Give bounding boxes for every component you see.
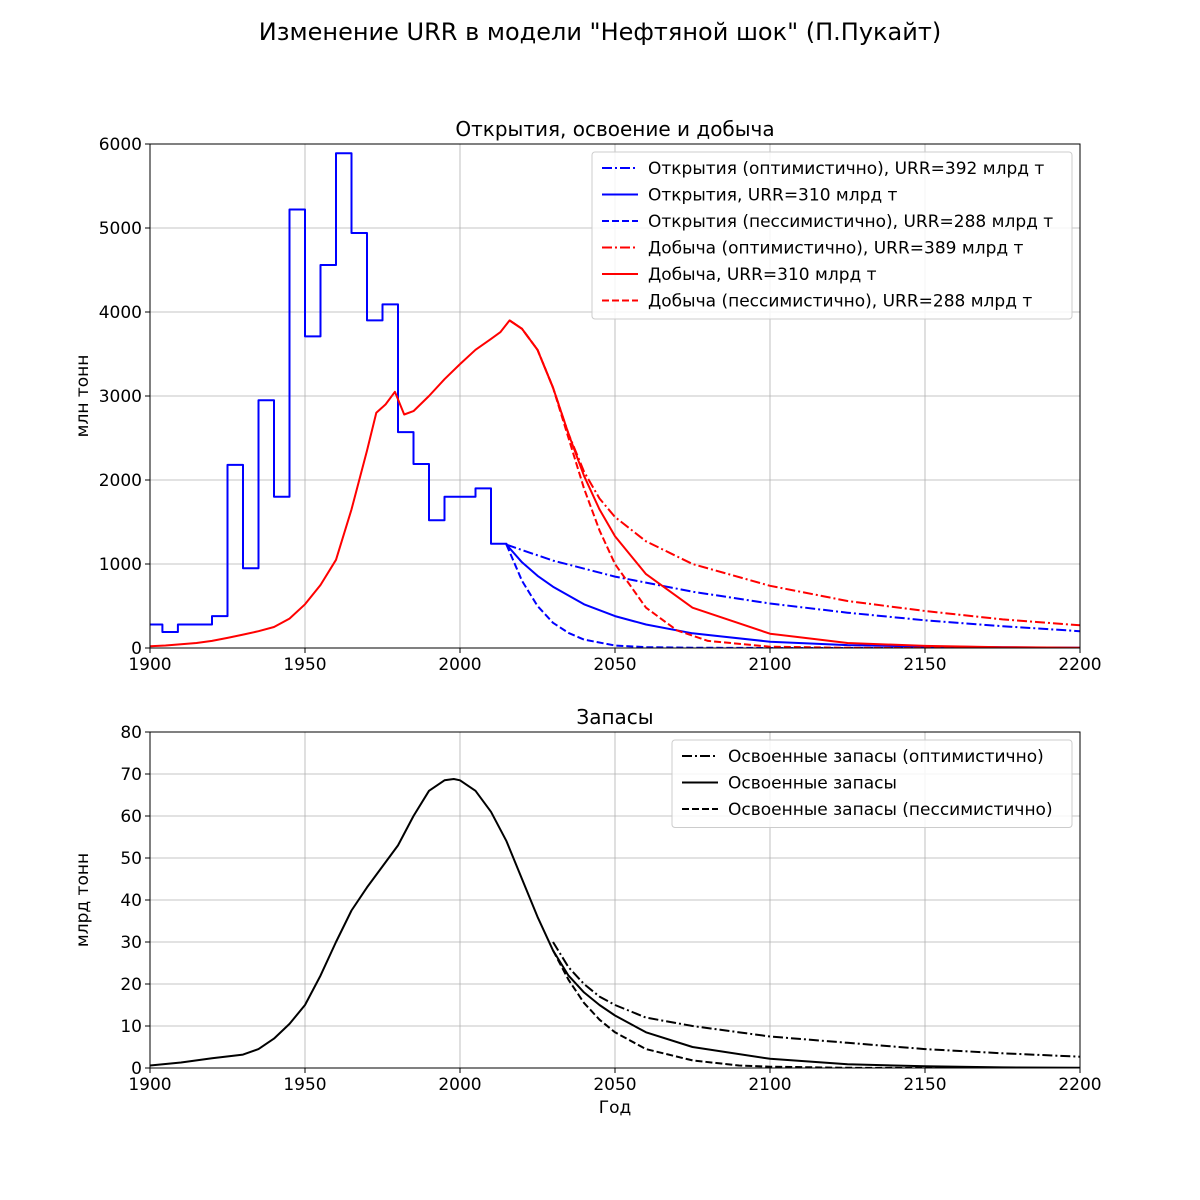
legend: Освоенные запасы (оптимистично) Освоенные… [671,739,1073,828]
y-tick-label: 60 [120,807,142,827]
legend-label: Освоенные запасы (пессимистично) [728,800,1053,820]
y-tick-label: 4000 [99,303,142,323]
legend-label: Освоенные запасы [728,774,897,794]
series-line-4 [509,319,1080,627]
x-tick-label: 2100 [748,1075,791,1095]
y-tick-label: 6000 [99,135,142,155]
x-tick-label: 1950 [283,655,326,675]
axes-frame [149,731,1081,1069]
legend-label: Освоенные запасы (оптимистично) [728,747,1044,767]
axes-frame [149,143,1081,649]
legend: Открытия (оптимистично), URR=392 млрд т О… [591,151,1073,320]
legend-label: Добыча (оптимистично), URR=389 млрд т [648,239,1024,259]
y-tick-label: 0 [131,639,142,659]
y-tick-label: 10 [120,1017,142,1037]
chart-panel-2: Запасы 1900 1950 2000 2050 2100 2150 2200 0 10 20 3… [73,705,1102,1118]
x-tick-label: 1900 [128,1075,171,1095]
y-tick-label: 5000 [99,219,142,239]
panel-title: Открытия, освоение и добыча [455,117,774,141]
y-tick-label: 40 [120,891,142,911]
legend-label: Добыча (пессимистично), URR=288 млрд т [648,292,1032,312]
x-tick-label: 1900 [128,655,171,675]
y-tick-label: 80 [120,723,142,743]
series-layer [150,152,1080,648]
series-line-3 [505,544,1080,648]
legend-label: Открытия (пессимистично), URR=288 млрд т [648,212,1053,232]
series-line-2 [150,152,1080,648]
legend-box [591,151,1073,320]
panel-title: Запасы [576,705,653,729]
y-tick-label: 2000 [99,471,142,491]
series-line-5 [150,319,1080,648]
y-tick-label: 1000 [99,555,142,575]
x-tick-label: 2050 [593,1075,636,1095]
x-tick-label: 2000 [438,655,481,675]
legend-label: Добыча, URR=310 млрд т [648,265,877,285]
figure-title: Изменение URR в модели "Нефтяной шок" (П… [258,18,942,46]
legend-label: Открытия, URR=310 млрд т [648,186,898,206]
y-tick-label: 0 [131,1059,142,1079]
x-tick-label: 2200 [1058,1075,1101,1095]
legend-box [671,739,1073,828]
y-axis-label: млн тонн [73,355,93,438]
x-tick-label: 2050 [593,655,636,675]
series-line-2 [150,778,1080,1068]
y-tick-label: 50 [120,849,142,869]
series-line-1 [552,941,1080,1058]
y-tick-label: 3000 [99,387,142,407]
y-tick-label: 20 [120,975,142,995]
series-line-6 [509,319,1080,648]
x-tick-label: 2000 [438,1075,481,1095]
series-line-1 [506,543,1080,633]
x-tick-label: 2150 [903,1075,946,1095]
x-tick-label: 2200 [1058,655,1101,675]
y-tick-label: 30 [120,933,142,953]
series-line-3 [552,949,1080,1068]
x-tick-label: 2150 [903,655,946,675]
y-tick-label: 70 [120,765,142,785]
y-axis-label: млрд тонн [73,853,93,947]
x-tick-label: 1950 [283,1075,326,1095]
legend-label: Открытия (оптимистично), URR=392 млрд т [648,159,1044,179]
x-axis-label: Год [599,1098,632,1118]
x-tick-label: 2100 [748,655,791,675]
chart-panel-1: Открытия, освоение и добыча 1900 1950 2000 2… [73,117,1102,675]
